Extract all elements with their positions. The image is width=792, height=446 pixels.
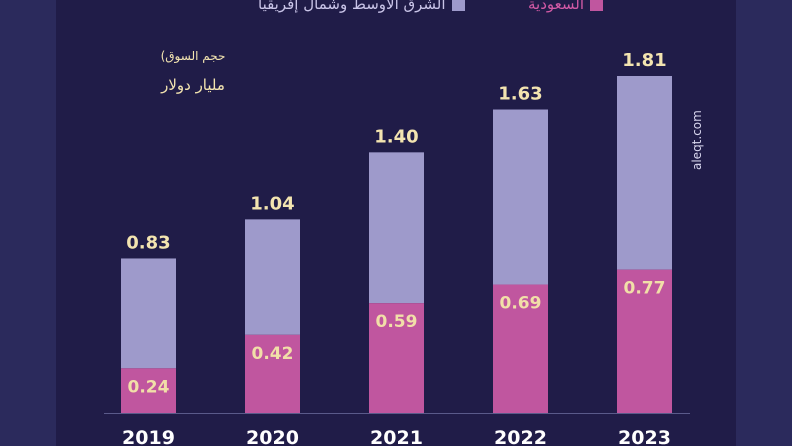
saudi-value-label: 0.59 [376,312,418,332]
market-size-note: (حجم السوق [160,49,226,63]
total-value-label: 1.40 [374,126,418,147]
year-label: 2019 [122,427,175,446]
legend-item-mena: الشرق الأوسط وشمال إفريقيا [258,0,465,14]
bar-mena-2021 [369,152,424,304]
year-label: 2022 [494,427,547,446]
year-label: 2023 [618,427,671,446]
bar-saudi-2019 [121,368,176,413]
total-value-label: 0.83 [126,232,170,253]
saudi-value-label: 0.24 [128,377,170,397]
legend-swatch-saudi [590,0,604,11]
bar-saudi-2020 [245,334,300,413]
unit-note: مليار دولار [161,76,225,94]
bar-mena-2019 [121,258,176,369]
bar-saudi-2023 [617,269,672,413]
year-label: 2020 [246,427,299,446]
year-label: 2021 [370,427,423,446]
bar-saudi-2021 [369,303,424,413]
bar-mena-2020 [245,219,300,335]
total-value-label: 1.81 [622,50,666,71]
legend-swatch-mena [451,0,465,11]
saudi-value-label: 0.42 [252,344,294,364]
total-value-label: 1.63 [498,84,542,105]
bar-saudi-2022 [493,284,548,413]
legend-label-saudi: السعودية [528,0,585,13]
legend-label-mena: الشرق الأوسط وشمال إفريقيا [258,0,446,13]
saudi-value-label: 0.77 [624,279,666,299]
legend-item-saudi: السعودية [528,0,604,14]
bar-mena-2022 [493,109,548,285]
total-value-label: 1.04 [250,193,294,214]
saudi-value-label: 0.69 [500,294,542,314]
bar-mena-2023 [617,76,672,270]
